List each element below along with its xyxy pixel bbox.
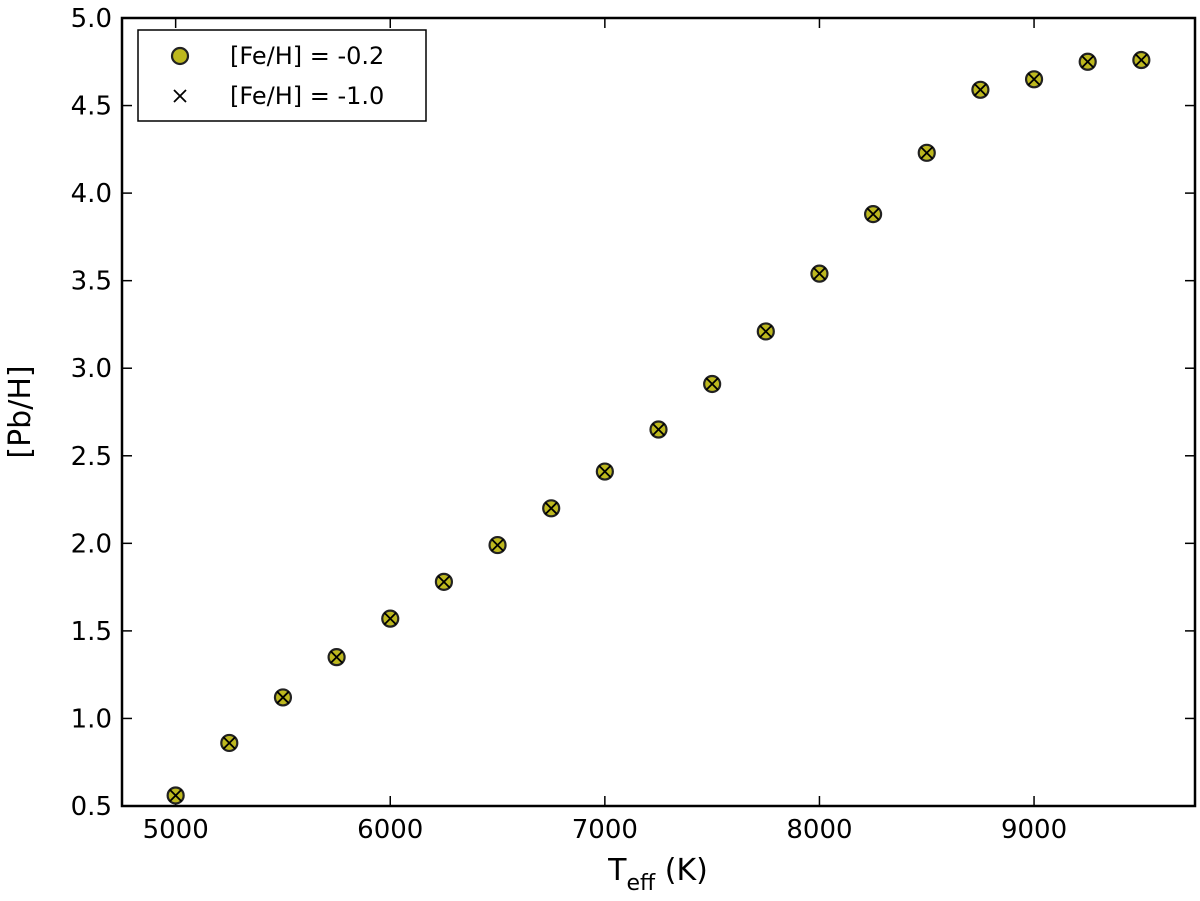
x-marker-stroke [920, 146, 934, 160]
x-axis-label: Teff (K) [607, 853, 708, 896]
x-marker [759, 324, 773, 339]
y-tick-label: 4.0 [71, 179, 112, 209]
x-tick-label: 8000 [786, 815, 852, 845]
x-marker-stroke [651, 422, 666, 437]
x-marker [866, 207, 880, 221]
x-tick-label: 9000 [1001, 815, 1067, 845]
x-marker-stroke [329, 650, 344, 664]
x-marker [169, 788, 183, 803]
x-marker-stroke [973, 83, 988, 97]
x-axis-label-main: T [607, 853, 627, 888]
y-tick-label: 0.5 [71, 792, 112, 822]
x-marker-stroke [1081, 55, 1095, 69]
x-marker [173, 89, 187, 103]
x-axis-label-unit: (K) [655, 853, 708, 888]
x-tick-label: 6000 [357, 815, 423, 845]
y-axis-label: [Pb/H] [3, 365, 38, 458]
x-marker-stroke [222, 736, 236, 750]
y-tick-label: 2.0 [71, 529, 112, 559]
data-markers [166, 50, 1151, 805]
x-tick-label: 7000 [572, 815, 638, 845]
x-marker [329, 650, 344, 664]
x-marker-stroke [759, 324, 773, 339]
x-marker-stroke [812, 267, 827, 281]
legend: [Fe/H] = -0.2 [Fe/H] = -1.0 [137, 29, 427, 122]
x-marker [920, 146, 934, 160]
y-tick-label: 3.5 [71, 267, 112, 297]
x-tick-label: 5000 [143, 815, 209, 845]
y-tick-label: 5.0 [71, 4, 112, 34]
x-marker [222, 736, 236, 750]
y-tick-label: 4.5 [71, 92, 112, 122]
x-marker-stroke [383, 611, 397, 626]
legend-circle-marker [170, 46, 190, 66]
x-marker [544, 501, 558, 515]
x-marker [1027, 72, 1041, 86]
legend-x-marker [173, 89, 187, 103]
legend-label-feh-minus-1-0: [Fe/H] = -1.0 [230, 82, 384, 110]
x-axis-label-subscript: eff [627, 871, 657, 896]
x-marker-stroke [490, 538, 505, 552]
x-marker [812, 267, 827, 281]
x-marker-stroke [169, 788, 183, 803]
legend-box [137, 29, 427, 122]
y-tick-label: 2.5 [71, 442, 112, 472]
x-marker-stroke [544, 501, 558, 515]
x-marker-stroke [866, 207, 880, 221]
x-marker [651, 422, 666, 437]
y-tick-label: 3.0 [71, 354, 112, 384]
x-marker [1081, 55, 1095, 69]
legend-label-feh-minus-0-2: [Fe/H] = -0.2 [230, 42, 384, 70]
x-marker-stroke [705, 377, 719, 391]
x-marker-stroke [437, 575, 451, 589]
x-marker [705, 377, 719, 391]
plot-frame [120, 16, 1197, 808]
x-marker-stroke [598, 464, 612, 479]
x-marker-stroke [1027, 72, 1041, 86]
x-marker [437, 575, 451, 589]
x-marker [490, 538, 505, 552]
x-marker [1134, 53, 1148, 67]
circle-marker [170, 46, 190, 66]
y-tick-label: 1.5 [71, 617, 112, 647]
x-marker [276, 690, 290, 705]
x-marker [598, 464, 612, 479]
y-axis-ticks: 0.5 1.0 1.5 2.0 2.5 3.0 3.5 4.0 4.5 5.0 [71, 4, 1195, 822]
x-marker [973, 83, 988, 97]
x-axis-ticks: 5000 6000 7000 8000 9000 [143, 18, 1067, 845]
x-marker [383, 611, 397, 626]
x-marker-stroke [276, 690, 290, 705]
y-tick-label: 1.0 [71, 704, 112, 734]
x-marker-stroke [1134, 53, 1148, 67]
x-marker-stroke [173, 89, 187, 103]
